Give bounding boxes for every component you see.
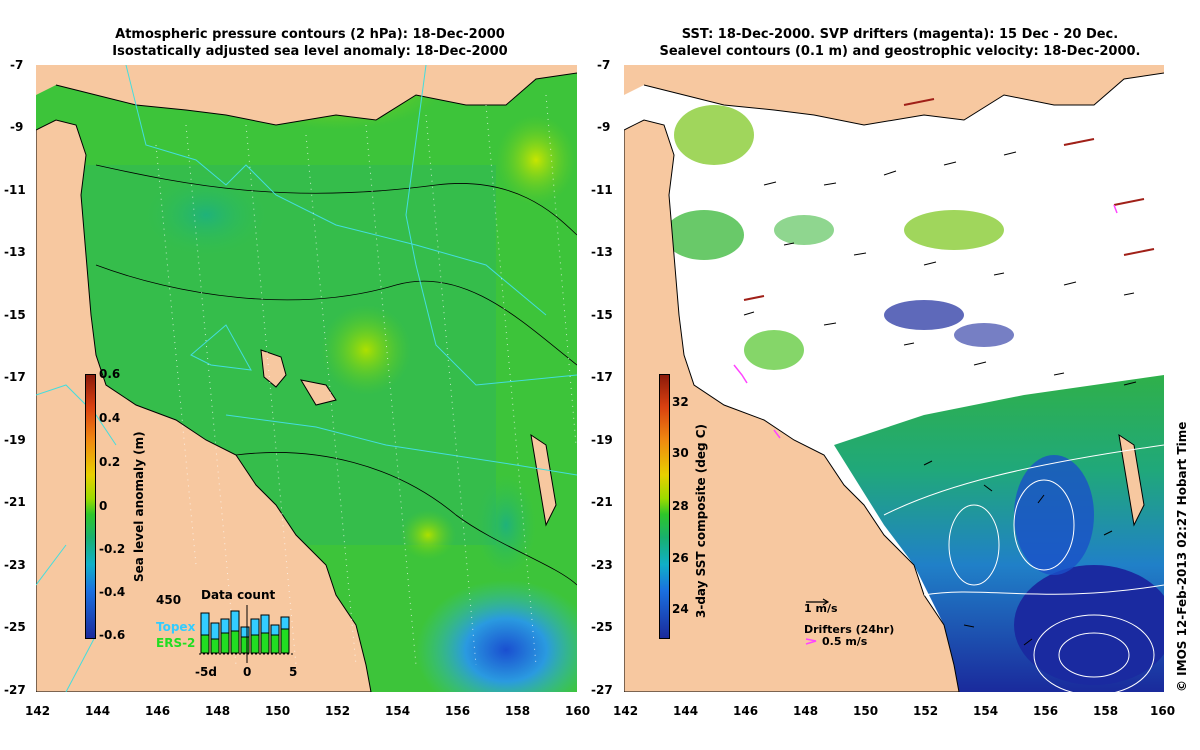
left-title-line1: Atmospheric pressure contours (2 hPa): 1…: [115, 27, 505, 42]
velocity-legend-arrow: [806, 598, 830, 606]
sst-field: [624, 65, 1164, 692]
left-title-line2: Isostatically adjusted sea level anomaly…: [112, 44, 508, 59]
drifters-legend-speed: 0.5 m/s: [822, 635, 868, 648]
sea-level-anomaly-map[interactable]: 0.6 0.4 0.2 0 -0.2 -0.4 -0.6 Sea level a…: [36, 65, 577, 692]
lat-tick: -7: [10, 58, 24, 72]
lat-tick: -19: [4, 433, 26, 447]
colorbar-label: Sea level anomaly (m): [132, 431, 146, 582]
colorbar-tick: 0.2: [99, 455, 121, 469]
lat-tick: -7: [597, 58, 611, 72]
right-map-title: SST: 18-Dec-2000. SVP drifters (magenta)…: [620, 26, 1180, 60]
lon-tick: 150: [265, 704, 291, 718]
lon-tick: 146: [145, 704, 171, 718]
lat-tick: -25: [4, 620, 26, 634]
histogram-xlabel: 0: [243, 665, 252, 679]
lat-tick: -23: [4, 558, 26, 572]
left-map-title: Atmospheric pressure contours (2 hPa): 1…: [60, 26, 560, 60]
lon-tick: 144: [673, 704, 699, 718]
lat-tick: -15: [591, 308, 613, 322]
sst-velocity-map[interactable]: 32 30 28 26 24 3-day SST composite (deg …: [624, 65, 1164, 692]
sst-colorbar-label: 3-day SST composite (deg C): [694, 423, 708, 618]
histogram-xlabel: 5: [289, 665, 298, 679]
lon-tick: 160: [565, 704, 591, 718]
lat-tick: -23: [591, 558, 613, 572]
lon-tick: 150: [853, 704, 879, 718]
lat-tick: -21: [591, 495, 613, 509]
lat-tick: -27: [591, 683, 613, 697]
lat-tick: -19: [591, 433, 613, 447]
lon-tick: 154: [973, 704, 999, 718]
lat-tick: -11: [591, 183, 613, 197]
lon-tick: 148: [205, 704, 231, 718]
drifter-legend-icon: [805, 638, 817, 645]
right-title-line1: SST: 18-Dec-2000. SVP drifters (magenta)…: [681, 27, 1119, 42]
sea-level-anomaly-field: [36, 65, 577, 692]
data-count-max: 450: [156, 593, 182, 607]
lon-tick: 156: [445, 704, 471, 718]
lat-tick: -11: [4, 183, 26, 197]
lon-tick: 158: [505, 704, 531, 718]
lon-tick: 144: [85, 704, 111, 718]
colorbar-tick: 0: [99, 499, 108, 513]
lon-tick: 156: [1033, 704, 1059, 718]
right-title-line2: Sealevel contours (0.1 m) and geostrophi…: [659, 44, 1141, 59]
colorbar-tick: -0.6: [99, 628, 126, 642]
lon-tick: 152: [913, 704, 939, 718]
sea-level-colorbar: [85, 374, 96, 639]
lat-tick: -27: [4, 683, 26, 697]
lon-tick: 152: [325, 704, 351, 718]
lat-tick: -9: [597, 120, 611, 134]
lat-tick: -13: [591, 245, 613, 259]
colorbar-tick: 0.6: [99, 367, 121, 381]
colorbar-tick: -0.4: [99, 585, 126, 599]
geostrophic-velocity-vectors: [743, 142, 1137, 646]
lat-tick: -17: [591, 370, 613, 384]
lon-tick: 158: [1093, 704, 1119, 718]
histogram-xlabel: -5d: [195, 665, 217, 679]
lon-tick: 160: [1150, 704, 1176, 718]
colorbar-tick: -0.2: [99, 542, 126, 556]
lat-tick: -21: [4, 495, 26, 509]
colorbar-tick: 0.4: [99, 411, 121, 425]
drifters-legend-title: Drifters (24hr): [804, 623, 895, 636]
lon-tick: 148: [793, 704, 819, 718]
lat-tick: -17: [4, 370, 26, 384]
lat-tick: -15: [4, 308, 26, 322]
sst-colorbar-tick: 32: [672, 395, 689, 409]
lon-tick: 154: [385, 704, 411, 718]
sst-colorbar-tick: 26: [672, 551, 689, 565]
lon-tick: 142: [613, 704, 639, 718]
sst-colorbar: [659, 374, 670, 639]
imos-credit: © IMOS 12-Feb-2013 02:27 Hobart Time: [1175, 421, 1189, 692]
lon-tick: 146: [733, 704, 759, 718]
lat-tick: -9: [10, 120, 24, 134]
lon-tick: 142: [25, 704, 51, 718]
sst-colorbar-tick: 28: [672, 499, 689, 513]
velocity-legend-label: 1 m/s: [804, 602, 838, 615]
sst-colorbar-tick: 30: [672, 446, 689, 460]
lat-tick: -13: [4, 245, 26, 259]
sst-colorbar-tick: 24: [672, 602, 689, 616]
legend-topex: Topex: [156, 620, 196, 634]
data-count-histogram: [199, 605, 293, 663]
legend-ers2: ERS-2: [156, 636, 196, 650]
data-count-title: Data count: [201, 588, 276, 602]
lat-tick: -25: [591, 620, 613, 634]
